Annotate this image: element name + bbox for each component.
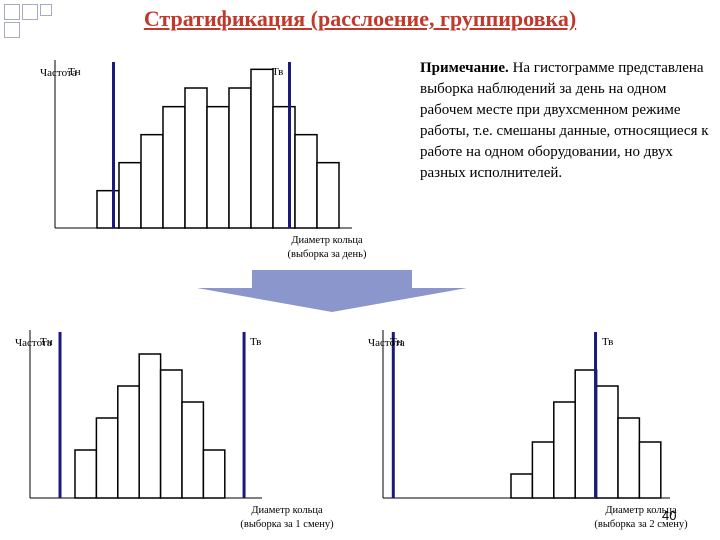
chart2-bar	[138, 353, 162, 499]
chart2-bar	[74, 449, 98, 499]
chart1-lower-limit-label: Тн	[68, 66, 81, 78]
chart3-upper-limit-label: Тв	[602, 336, 614, 348]
down-arrow	[197, 270, 467, 312]
page-title: Стратификация (расслоение, группировка)	[143, 6, 577, 31]
chart1-x-caption-line2: (выборка за день)	[287, 249, 367, 260]
chart1-x-caption: Диаметр кольца (выборка за день)	[252, 234, 402, 262]
chart3-x-caption-line1: Диаметр кольца	[605, 505, 677, 516]
chart1-bar	[316, 161, 340, 229]
chart1-upper-limit-label: Тв	[272, 66, 284, 78]
chart1-bar	[250, 68, 274, 229]
chart2-lower-limit-label: Тн	[40, 336, 53, 348]
chart1-bar	[118, 161, 142, 229]
chart2-bar	[181, 401, 205, 499]
chart1-bar	[206, 105, 230, 229]
page-number: 40	[662, 508, 677, 523]
chart3-bar	[574, 369, 598, 499]
chart2-bar	[117, 385, 140, 499]
chart3-y-label: Частота	[368, 337, 405, 349]
chart2-bar	[202, 449, 226, 499]
chart1-bar	[162, 105, 186, 229]
histograms	[29, 60, 670, 499]
chart3-bar	[531, 441, 555, 499]
chart3-bar	[510, 473, 534, 499]
chart2-x-caption-line2: (выборка за 1 смену)	[240, 519, 334, 530]
chart2-bar	[159, 369, 183, 499]
note-bold: Примечание.	[420, 60, 509, 76]
chart3-bar	[553, 401, 576, 499]
chart1-bar	[228, 87, 252, 229]
chart1-bar	[140, 133, 164, 229]
chart3-x-caption-line2: (выборка за 2 смену)	[594, 519, 688, 530]
chart2-upper-limit-label: Тв	[250, 336, 262, 348]
chart1-bar	[184, 87, 208, 229]
chart2-y-label: Частота	[15, 337, 52, 349]
chart2-x-caption-line1: Диаметр кольца	[251, 505, 323, 516]
chart3-bar	[617, 417, 641, 499]
chart1-bar	[272, 105, 296, 229]
note-text: Примечание. На гистограмме представлена …	[420, 58, 710, 184]
chart3-bar	[595, 385, 619, 499]
chart1-x-caption-line1: Диаметр кольца	[291, 235, 363, 246]
chart3-bar	[638, 441, 662, 499]
chart2-bar	[95, 417, 119, 499]
chart3-lower-limit-label: Тн	[390, 336, 403, 348]
chart1-bar	[96, 189, 120, 229]
chart1-y-label: Частота	[40, 67, 77, 79]
chart2-x-caption: Диаметр кольца (выборка за 1 смену)	[212, 504, 362, 532]
chart3-x-caption: Диаметр кольца (выборка за 2 смену)	[566, 504, 716, 532]
chart1-bar	[294, 133, 318, 229]
note-body: На гистограмме представлена выборка набл…	[420, 60, 709, 181]
